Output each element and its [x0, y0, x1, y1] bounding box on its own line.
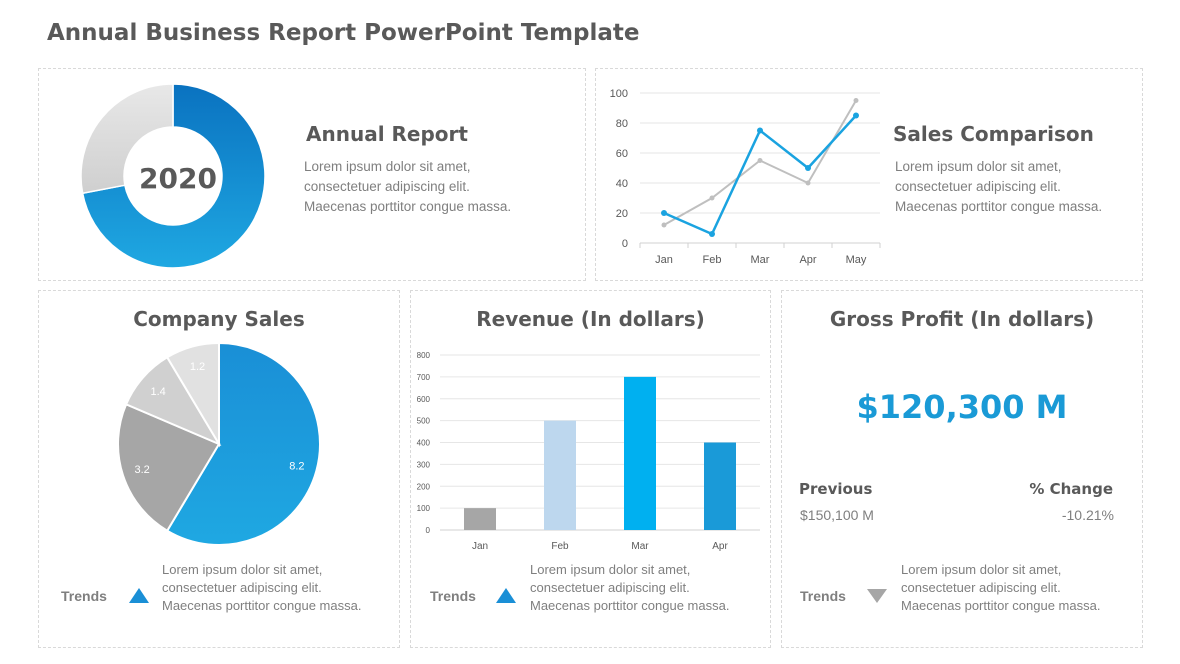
y-tick-label: 80 — [616, 118, 628, 130]
y-tick-label: 100 — [610, 88, 628, 100]
pie-slice — [165, 341, 220, 448]
x-tick-label: Mar — [751, 254, 770, 266]
trend-up-icon — [496, 588, 516, 603]
donut-segment — [80, 83, 174, 195]
revenue-panel — [410, 290, 771, 648]
sales-line-chart: 0 20 40 60 80 100 Jan Feb Mar Apr May — [610, 88, 881, 266]
donut-segment — [81, 83, 266, 269]
revenue-heading: Revenue (In dollars) — [476, 307, 705, 331]
trend-down-icon — [867, 589, 887, 603]
sales-comparison-panel — [595, 68, 1143, 281]
trends-label: Trends — [800, 588, 846, 604]
y-tick-label: 300 — [417, 460, 431, 469]
trend-up-icon — [129, 588, 149, 603]
trends-label: Trends — [430, 588, 476, 604]
x-tick-label: Jan — [655, 254, 673, 266]
x-tick-label: Feb — [703, 254, 722, 266]
company-sales-pie-chart: 8.2 3.2 1.4 1.2 — [117, 341, 321, 546]
y-tick-label: 700 — [417, 373, 431, 382]
x-tick-label: Jan — [472, 541, 488, 552]
bar — [544, 420, 576, 530]
data-point — [709, 195, 715, 201]
x-tick-label: May — [846, 254, 867, 266]
gross-profit-body: Lorem ipsum dolor sit amet, consectetuer… — [901, 562, 1101, 613]
y-tick-label: 600 — [417, 395, 431, 404]
y-tick-label: 200 — [417, 482, 431, 491]
gross-profit-panel — [781, 290, 1143, 648]
revenue-bar-chart: 0 100 200 300 400 500 600 700 800 Jan Feb Mar Apr — [417, 351, 760, 552]
bar — [704, 442, 736, 530]
donut-center-year: 2020 — [139, 162, 217, 195]
previous-label: Previous — [799, 480, 873, 498]
y-tick-label: 0 — [426, 526, 431, 535]
y-tick-label: 20 — [616, 208, 628, 220]
data-point — [805, 165, 811, 171]
data-point — [661, 222, 667, 228]
pie-data-label: 3.2 — [135, 464, 150, 476]
pie-data-label: 8.2 — [289, 460, 304, 472]
data-point — [853, 98, 859, 103]
bar — [624, 376, 656, 530]
data-point — [661, 210, 667, 216]
pie-slice — [165, 341, 321, 546]
change-label: % Change — [1029, 480, 1113, 498]
sales-comparison-heading: Sales Comparison — [893, 122, 1094, 146]
change-value: -10.21% — [1061, 507, 1114, 523]
y-tick-label: 0 — [622, 238, 628, 250]
data-point — [805, 180, 811, 186]
x-tick-label: Feb — [551, 541, 569, 552]
previous-value: $150,100 M — [800, 507, 874, 523]
sales-comparison-body: Lorem ipsum dolor sit amet, consectetuer… — [895, 159, 1103, 214]
data-point — [757, 127, 763, 134]
company-sales-panel — [38, 290, 400, 648]
company-sales-heading: Company Sales — [133, 307, 305, 331]
slide-title: Annual Business Report PowerPoint Templa… — [47, 20, 640, 46]
data-point — [709, 231, 715, 237]
bar — [464, 508, 496, 530]
data-point — [853, 112, 859, 119]
annual-report-heading: Annual Report — [306, 122, 468, 146]
data-point — [757, 158, 763, 163]
pie-data-label: 1.4 — [151, 386, 166, 398]
pie-slice — [117, 402, 221, 533]
x-tick-label: Apr — [712, 541, 728, 552]
x-tick-label: Mar — [631, 541, 649, 552]
x-tick-label: Apr — [799, 254, 816, 266]
y-tick-label: 400 — [417, 439, 431, 448]
annual-report-panel — [38, 68, 586, 281]
y-tick-label: 60 — [616, 148, 628, 160]
annual-donut-chart — [80, 83, 266, 269]
y-tick-label: 500 — [417, 417, 431, 426]
y-tick-label: 100 — [417, 504, 431, 513]
gross-profit-heading: Gross Profit (In dollars) — [829, 307, 1095, 331]
trends-label: Trends — [61, 588, 107, 604]
annual-report-body: Lorem ipsum dolor sit amet, consectetuer… — [304, 159, 512, 214]
y-tick-label: 800 — [417, 351, 431, 360]
y-tick-label: 40 — [616, 178, 628, 190]
revenue-body: Lorem ipsum dolor sit amet, consectetuer… — [530, 562, 730, 613]
company-sales-body: Lorem ipsum dolor sit amet, consectetuer… — [162, 562, 362, 613]
gross-profit-value: $120,300 M — [856, 388, 1068, 426]
pie-data-label: 1.2 — [190, 361, 205, 373]
